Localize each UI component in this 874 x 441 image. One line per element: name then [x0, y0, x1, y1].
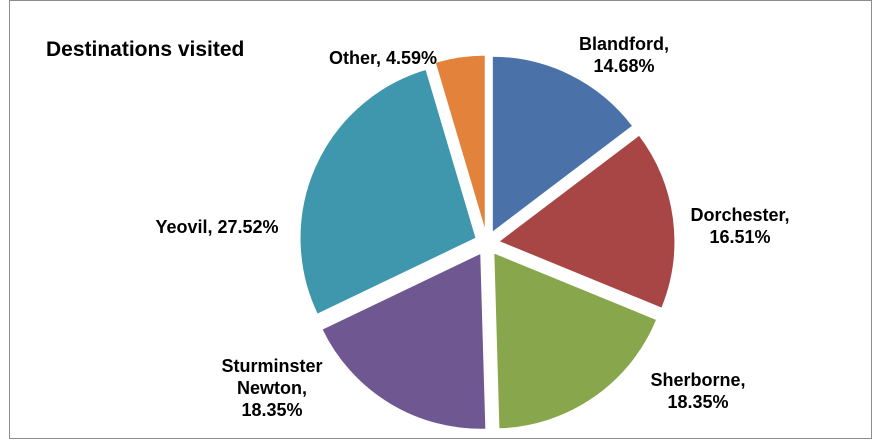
slice-label-yeovil: Yeovil, 27.52%	[155, 217, 278, 237]
pie-slice-sturminster-newton	[321, 252, 487, 430]
slice-labels: Blandford, 14.68% Dorchester, 16.51% Sherbor…	[155, 34, 789, 420]
slice-label-sherborne: Sherborne, 18.35%	[650, 370, 745, 412]
pie-slices	[299, 54, 676, 430]
pie-slice-dorchester	[497, 134, 676, 309]
slice-label-dorchester: Dorchester, 16.51%	[690, 205, 789, 247]
slice-label-other: Other, 4.59%	[329, 48, 437, 68]
slice-label-sturminster-newton: Sturminster Newton, 18.35%	[221, 356, 322, 420]
pie-slice-yeovil	[299, 68, 477, 315]
pie-slice-blandford	[491, 55, 634, 234]
chart-title: Destinations visited	[46, 38, 245, 61]
slice-label-blandford: Blandford, 14.68%	[579, 34, 669, 76]
pie-slice-other	[434, 54, 486, 232]
pie-slice-sherborne	[493, 252, 658, 430]
